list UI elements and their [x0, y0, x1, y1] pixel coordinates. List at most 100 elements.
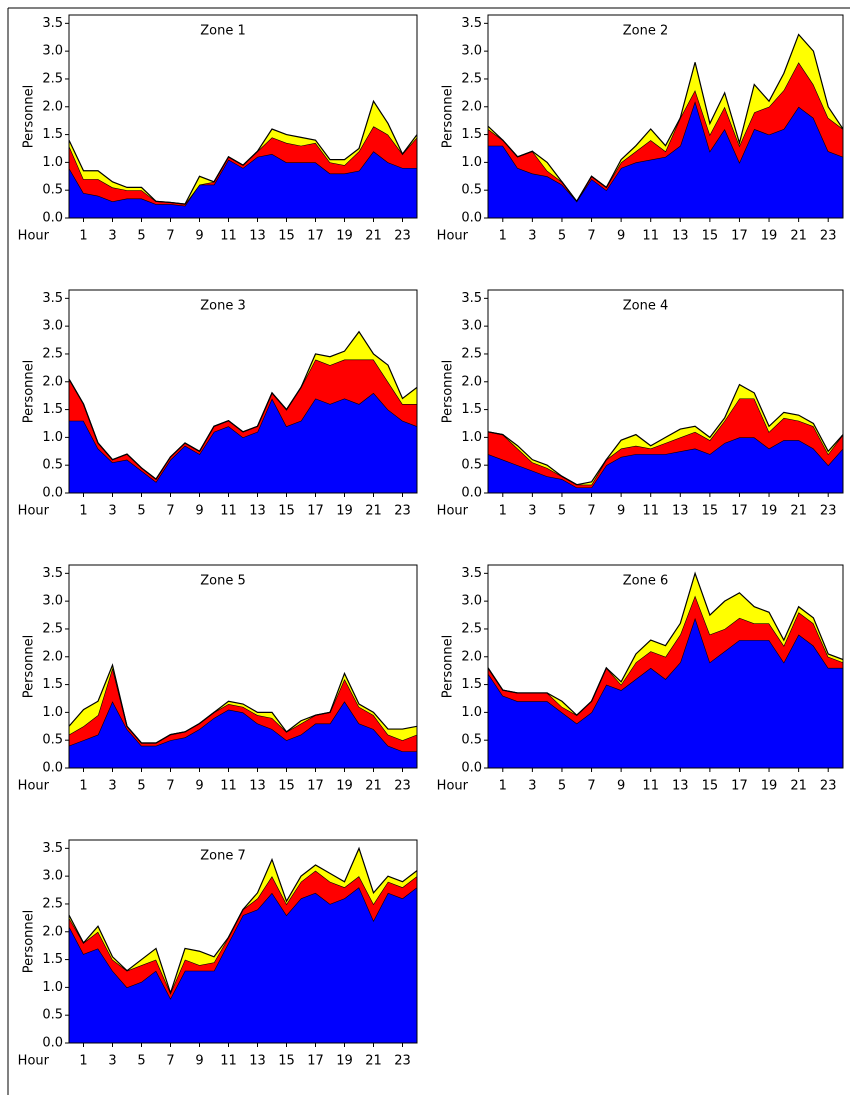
x-tick-label: 13: [672, 229, 689, 244]
y-tick-label: 3.0: [42, 44, 63, 59]
x-axis-label: Hour: [437, 504, 469, 519]
chart-title: Zone 3: [200, 299, 246, 314]
y-tick-label: 3.0: [461, 44, 482, 59]
panel: 0.00.51.01.52.02.53.03.51 3 5 7 9 11 13 15 17 19 2…: [18, 839, 418, 1069]
plot-frame: [68, 564, 418, 769]
y-axis-label: Personnel: [22, 635, 37, 699]
x-tick-label: 1: [79, 229, 87, 244]
x-tick-label: 5: [137, 229, 145, 244]
panel: 0.00.51.01.52.02.53.03.51 3 5 7 9 11 13 15 17 19 2…: [18, 289, 418, 519]
y-tick-label: 2.0: [461, 99, 482, 114]
x-tick-label: 9: [195, 229, 203, 244]
y-tick-label: 1.5: [461, 402, 482, 417]
area-edge: [488, 33, 843, 203]
x-tick-label: 9: [617, 504, 625, 519]
x-tick-label: 19: [761, 779, 778, 794]
x-tick-label: 7: [166, 229, 174, 244]
x-tick-label: 17: [731, 229, 748, 244]
y-tick-label: 0.5: [461, 183, 482, 198]
chart-title: Zone 7: [200, 849, 246, 864]
area-edge: [69, 330, 417, 480]
y-tick-label: 2.5: [42, 346, 63, 361]
y-tick-label: 0.5: [461, 733, 482, 748]
y-tick-label: 0.0: [461, 211, 482, 226]
x-tick-label: 19: [336, 504, 353, 519]
x-tick-label: 1: [79, 504, 87, 519]
plot-area: [488, 383, 843, 493]
x-tick-label: 23: [394, 779, 411, 794]
x-tick-label: 15: [278, 504, 295, 519]
x-tick-label: 13: [249, 1054, 266, 1069]
x-tick-label: 13: [249, 779, 266, 794]
x-tick-label: 3: [108, 229, 116, 244]
y-tick-label: 2.5: [42, 621, 63, 636]
plot-area: [488, 33, 843, 218]
x-tick-label: 21: [365, 1054, 382, 1069]
area: [488, 34, 843, 202]
y-tick-label: 3.5: [461, 16, 482, 31]
y-tick-label: 1.0: [42, 430, 63, 445]
y-tick-label: 3.0: [42, 869, 63, 884]
area: [69, 701, 417, 768]
x-tick-label: 23: [394, 229, 411, 244]
y-tick-label: 0.0: [42, 211, 63, 226]
x-tick-label: 17: [307, 229, 324, 244]
y-tick-label: 0.5: [42, 1008, 63, 1023]
y-tick-label: 1.5: [42, 127, 63, 142]
x-tick-label: 7: [166, 779, 174, 794]
x-tick-label: 15: [702, 779, 719, 794]
x-axis-label: Hour: [437, 229, 469, 244]
x-tick-label: 15: [278, 779, 295, 794]
y-axis-label: Personnel: [22, 360, 37, 424]
area-edge: [69, 99, 417, 205]
x-tick-label: 17: [731, 779, 748, 794]
area: [69, 848, 417, 993]
y-tick-label: 0.0: [461, 761, 482, 776]
area: [488, 573, 843, 716]
x-tick-label: 13: [672, 504, 689, 519]
y-tick-label: 1.0: [461, 430, 482, 445]
x-tick-label: 19: [336, 1054, 353, 1069]
x-tick-label: 23: [394, 1054, 411, 1069]
y-tick-label: 1.0: [461, 155, 482, 170]
y-tick-label: 3.0: [42, 594, 63, 609]
x-tick-label: 3: [528, 504, 536, 519]
plot-frame: [487, 14, 844, 219]
plot-frame: [68, 289, 418, 494]
y-tick-label: 1.5: [42, 677, 63, 692]
y-axis-label: Personnel: [22, 910, 37, 974]
x-tick-label: 23: [820, 229, 837, 244]
x-tick-label: 3: [528, 229, 536, 244]
y-tick-label: 1.0: [461, 705, 482, 720]
y-tick-label: 3.5: [42, 566, 63, 581]
plot-area: [69, 330, 417, 493]
x-tick-label: 1: [499, 779, 507, 794]
x-axis-label: Hour: [18, 504, 50, 519]
y-axis-label: Personnel: [441, 360, 456, 424]
plot-frame: [487, 564, 844, 769]
x-tick-label: 3: [108, 1054, 116, 1069]
x-tick-label: 19: [336, 779, 353, 794]
x-tick-label: 7: [587, 504, 595, 519]
x-tick-label: 21: [790, 779, 807, 794]
area-edge: [488, 571, 843, 716]
x-tick-label: 3: [528, 779, 536, 794]
x-tick-label: 9: [617, 229, 625, 244]
y-tick-label: 3.5: [42, 291, 63, 306]
y-axis-label: Personnel: [441, 635, 456, 699]
plot-frame: [68, 839, 418, 1044]
area: [488, 398, 843, 488]
x-tick-label: 11: [642, 229, 659, 244]
x-tick-label: 15: [702, 504, 719, 519]
y-tick-label: 0.0: [42, 761, 63, 776]
panel: 0.00.51.01.52.02.53.03.51 3 5 7 9 11 13 15 17 19 2…: [437, 564, 844, 794]
x-tick-label: 3: [108, 504, 116, 519]
y-tick-label: 2.5: [461, 71, 482, 86]
y-tick-label: 3.0: [461, 319, 482, 334]
panel: 0.00.51.01.52.02.53.03.51 3 5 7 9 11 13 15 17 19 2…: [18, 564, 418, 794]
x-tick-label: 17: [307, 1054, 324, 1069]
x-tick-label: 9: [617, 779, 625, 794]
x-tick-label: 7: [587, 779, 595, 794]
area: [69, 392, 417, 493]
x-tick-label: 13: [672, 779, 689, 794]
